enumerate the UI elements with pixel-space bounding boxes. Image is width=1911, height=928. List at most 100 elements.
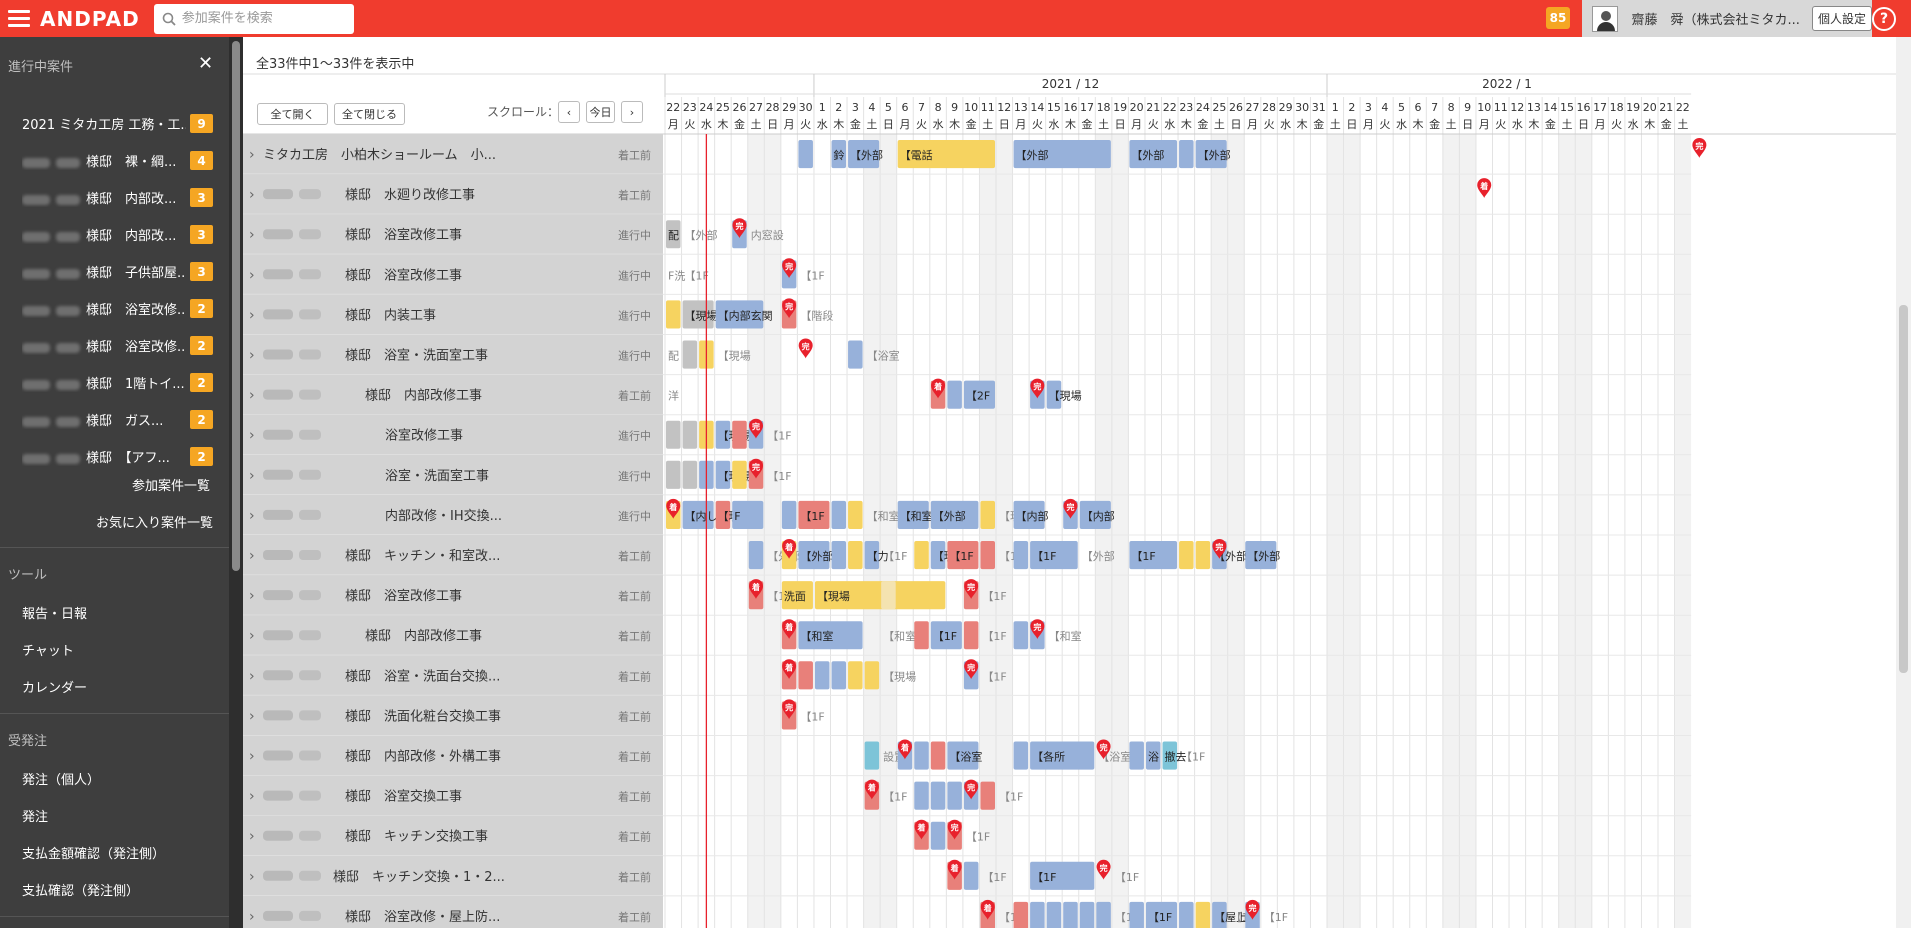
task-bar[interactable]	[930, 821, 946, 850]
chevron-right-icon[interactable]: ›	[249, 668, 255, 684]
sidebar-item-order[interactable]: 発注	[22, 810, 49, 825]
task-bar[interactable]	[1030, 861, 1095, 890]
task-bar[interactable]	[1145, 901, 1178, 928]
task-bar[interactable]	[848, 500, 863, 529]
task-bar[interactable]	[1013, 140, 1111, 169]
chevron-right-icon[interactable]: ›	[249, 829, 255, 845]
sidebar-project-item[interactable]: 様邸 裸・綱... 4	[0, 142, 229, 179]
task-bar[interactable]	[1245, 541, 1277, 570]
task-bar[interactable]	[947, 741, 979, 770]
task-bar[interactable]	[1013, 541, 1029, 570]
task-bar[interactable]	[930, 500, 979, 529]
chevron-right-icon[interactable]: ›	[249, 789, 255, 805]
milestone-marker[interactable]	[1245, 899, 1260, 920]
milestone-marker[interactable]	[782, 258, 797, 279]
task-bar[interactable]	[947, 781, 962, 810]
task-bar[interactable]	[831, 661, 847, 690]
chevron-right-icon[interactable]: ›	[249, 348, 255, 364]
task-bar[interactable]	[748, 541, 764, 570]
sidebar-item-chat[interactable]: チャット	[22, 644, 74, 659]
sidebar-project-item[interactable]: 様邸 ガス... 2	[0, 401, 229, 438]
task-bar[interactable]	[1179, 541, 1194, 570]
chevron-right-icon[interactable]: ›	[249, 147, 255, 163]
sidebar-close-icon[interactable]: ✕	[198, 53, 214, 74]
task-bar[interactable]	[881, 581, 896, 610]
task-bar[interactable]	[715, 420, 731, 449]
milestone-marker[interactable]	[1096, 859, 1111, 880]
milestone-marker[interactable]	[798, 338, 813, 359]
task-bar[interactable]	[1179, 140, 1194, 169]
task-bar[interactable]	[1129, 901, 1144, 928]
collapse-all-button[interactable]: 全て閉じる	[334, 103, 405, 125]
task-bar[interactable]	[831, 140, 847, 169]
task-bar[interactable]	[1046, 380, 1062, 409]
andpad-logo[interactable]: ANDPAD	[40, 6, 140, 31]
sidebar-project-item[interactable]: 様邸 浴室改修... 2	[0, 327, 229, 364]
task-bar[interactable]	[831, 541, 847, 570]
task-bar[interactable]	[1129, 741, 1144, 770]
chevron-right-icon[interactable]: ›	[249, 227, 255, 243]
task-bar[interactable]	[1195, 901, 1211, 928]
task-bar[interactable]	[980, 500, 995, 529]
chevron-right-icon[interactable]: ›	[249, 508, 255, 524]
task-bar[interactable]	[914, 741, 929, 770]
task-bar[interactable]	[781, 581, 813, 610]
task-bar[interactable]	[930, 781, 946, 810]
main-scrollbar[interactable]	[1896, 37, 1911, 928]
main-scrollbar-thumb[interactable]	[1899, 305, 1908, 673]
scroll-prev-button[interactable]: ‹	[558, 101, 580, 123]
task-bar[interactable]	[798, 500, 830, 529]
scroll-today-button[interactable]: 今日	[586, 101, 615, 123]
milestone-marker[interactable]	[782, 659, 797, 680]
task-bar[interactable]	[914, 621, 929, 650]
task-bar[interactable]	[930, 621, 962, 650]
project-row[interactable]	[243, 134, 663, 175]
task-bar[interactable]	[1079, 901, 1095, 928]
task-bar[interactable]	[1046, 901, 1062, 928]
help-icon[interactable]: ?	[1872, 7, 1896, 31]
task-bar[interactable]	[980, 541, 995, 570]
milestone-marker[interactable]	[1096, 739, 1111, 760]
user-avatar[interactable]	[1592, 5, 1618, 32]
task-bar[interactable]	[732, 460, 747, 489]
task-bar[interactable]	[798, 541, 830, 570]
sidebar-project-item[interactable]: 様邸 【アフ... 2	[0, 438, 229, 475]
chevron-right-icon[interactable]: ›	[249, 428, 255, 444]
task-bar[interactable]	[814, 581, 946, 610]
milestone-marker[interactable]	[1063, 498, 1078, 519]
milestone-marker[interactable]	[732, 218, 747, 239]
user-menu[interactable]: 齋藤 舜（株式会社ミタカ... 個人設定	[1582, 0, 1872, 37]
task-bar[interactable]	[1096, 901, 1111, 928]
task-bar[interactable]	[930, 541, 946, 570]
task-bar[interactable]	[1195, 541, 1211, 570]
participating-projects-link[interactable]: 参加案件一覧	[132, 479, 211, 494]
milestone-marker[interactable]	[947, 819, 962, 840]
scroll-next-button[interactable]: ›	[621, 101, 643, 123]
chevron-right-icon[interactable]: ›	[249, 708, 255, 724]
task-bar[interactable]	[914, 781, 929, 810]
sidebar-scrollbar[interactable]	[229, 37, 243, 928]
task-bar[interactable]	[1030, 901, 1045, 928]
chevron-right-icon[interactable]: ›	[249, 187, 255, 203]
milestone-marker[interactable]	[1692, 138, 1707, 158]
task-bar[interactable]	[781, 500, 797, 529]
sidebar-item-payment-confirm[interactable]: 支払確認（発注側）	[22, 884, 140, 899]
milestone-marker[interactable]	[749, 458, 764, 479]
favorite-projects-link[interactable]: お気に入り案件一覧	[96, 516, 214, 531]
milestone-marker[interactable]	[1477, 178, 1492, 199]
task-bar[interactable]	[1013, 621, 1029, 650]
task-bar[interactable]	[1013, 901, 1029, 928]
sidebar-item-order-personal[interactable]: 発注（個人）	[22, 773, 101, 788]
task-bar[interactable]	[666, 460, 681, 489]
milestone-marker[interactable]	[980, 899, 995, 920]
milestone-marker[interactable]	[864, 779, 879, 800]
milestone-marker[interactable]	[782, 619, 797, 640]
chevron-right-icon[interactable]: ›	[249, 909, 255, 925]
chevron-right-icon[interactable]: ›	[249, 588, 255, 604]
milestone-marker[interactable]	[1212, 539, 1227, 559]
task-bar[interactable]	[798, 661, 813, 690]
sidebar-project-item[interactable]: 様邸 内部改... 3	[0, 216, 229, 253]
task-bar[interactable]	[732, 500, 764, 529]
task-bar[interactable]	[1162, 741, 1178, 770]
hamburger-menu-icon[interactable]	[8, 10, 30, 27]
